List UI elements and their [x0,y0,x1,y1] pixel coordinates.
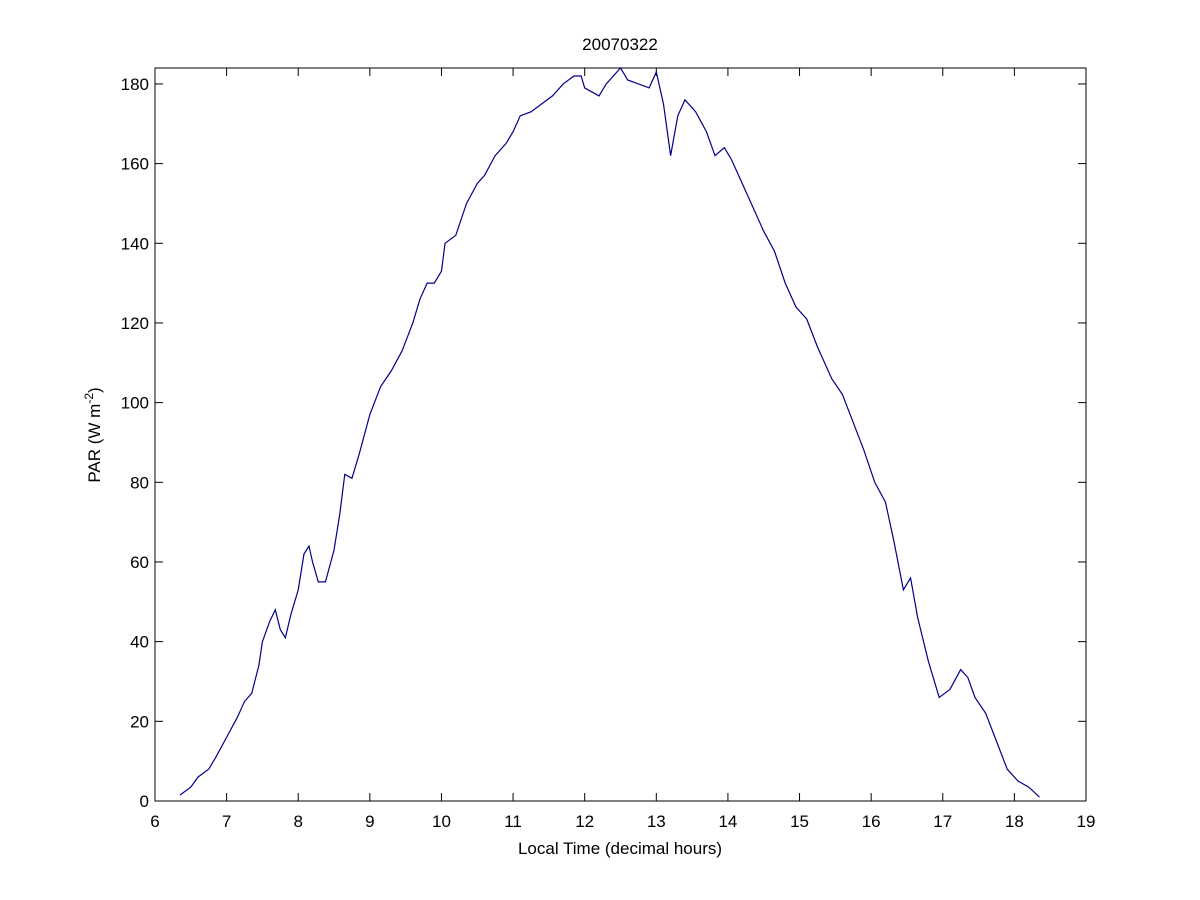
x-axis-label: Local Time (decimal hours) [518,839,722,858]
x-tick-label: 18 [1005,812,1024,831]
y-tick-label: 140 [121,234,149,253]
x-tick-label: 16 [862,812,881,831]
x-tick-label: 12 [575,812,594,831]
y-label-text: PAR (W m [85,404,104,483]
y-tick-label: 0 [140,792,149,811]
y-tick-label: 160 [121,155,149,174]
x-tick-label: 14 [718,812,737,831]
x-tick-label: 17 [933,812,952,831]
x-tick-label: 13 [647,812,666,831]
x-tick-label: 6 [150,812,159,831]
data-line [179,66,1040,798]
x-tick-label: 9 [365,812,374,831]
y-tick-label: 100 [121,394,149,413]
y-tick-label: 180 [121,75,149,94]
plot-area [154,67,1087,802]
y-tick-label: 60 [130,553,149,572]
chart-title: 20070322 [582,35,658,54]
x-tick-label: 11 [504,812,522,831]
y-tick-label: 120 [121,314,149,333]
x-tick-label: 15 [790,812,809,831]
y-tick-label: 20 [130,712,149,731]
x-tick-label: 8 [293,812,302,831]
y-axis-label: PAR (W m-2) [82,387,104,482]
y-label-suffix: ) [85,387,104,393]
y-tick-label: 40 [130,633,149,652]
x-tick-label: 19 [1077,812,1096,831]
y-tick-label: 80 [130,473,149,492]
y-label-superscript: -2 [82,393,96,404]
x-tick-label: 7 [222,812,231,831]
x-tick-label: 10 [432,812,451,831]
